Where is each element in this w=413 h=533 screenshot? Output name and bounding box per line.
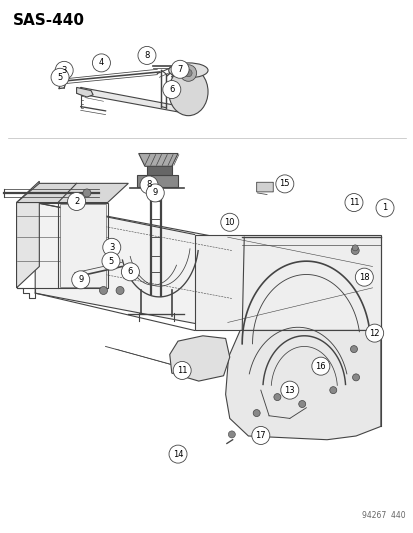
Circle shape <box>365 324 383 342</box>
Text: 94267  440: 94267 440 <box>361 511 405 520</box>
Polygon shape <box>169 336 229 381</box>
Text: 5: 5 <box>108 257 113 265</box>
Polygon shape <box>17 183 128 203</box>
Circle shape <box>83 189 91 197</box>
Polygon shape <box>147 165 171 175</box>
Text: 5: 5 <box>57 73 62 82</box>
Circle shape <box>180 64 196 82</box>
Polygon shape <box>194 235 380 330</box>
Circle shape <box>102 252 120 270</box>
Ellipse shape <box>169 63 207 78</box>
Circle shape <box>352 374 358 381</box>
Text: 3: 3 <box>62 66 66 75</box>
Circle shape <box>67 192 85 211</box>
Circle shape <box>228 431 235 438</box>
Circle shape <box>298 400 305 408</box>
Text: 10: 10 <box>224 218 235 227</box>
Circle shape <box>173 361 191 379</box>
Text: 9: 9 <box>78 276 83 284</box>
Text: 3: 3 <box>109 243 114 252</box>
Polygon shape <box>60 204 105 287</box>
Circle shape <box>280 381 298 399</box>
Circle shape <box>138 46 156 64</box>
Text: 9: 9 <box>152 189 157 197</box>
Circle shape <box>140 176 158 194</box>
Text: 18: 18 <box>358 273 369 281</box>
Circle shape <box>253 409 259 417</box>
Circle shape <box>273 393 280 401</box>
Text: 17: 17 <box>255 431 266 440</box>
Text: 8: 8 <box>146 181 151 189</box>
Circle shape <box>51 68 69 86</box>
Ellipse shape <box>169 68 207 116</box>
Text: 13: 13 <box>284 386 294 394</box>
Circle shape <box>311 357 329 375</box>
Text: SAS-440: SAS-440 <box>12 13 84 28</box>
Circle shape <box>354 268 373 286</box>
Circle shape <box>275 175 293 193</box>
Text: 8: 8 <box>144 51 149 60</box>
Circle shape <box>162 80 180 99</box>
Circle shape <box>351 245 357 251</box>
Circle shape <box>350 345 356 353</box>
Polygon shape <box>35 203 231 330</box>
Text: 6: 6 <box>128 268 133 276</box>
Circle shape <box>116 286 124 295</box>
Circle shape <box>220 213 238 231</box>
Circle shape <box>184 69 192 77</box>
Circle shape <box>99 286 107 295</box>
Text: 7: 7 <box>177 65 182 74</box>
Text: 12: 12 <box>368 329 379 337</box>
Circle shape <box>146 184 164 202</box>
Circle shape <box>375 199 393 217</box>
Text: 2: 2 <box>74 197 79 206</box>
Polygon shape <box>76 87 93 97</box>
Circle shape <box>121 263 139 281</box>
Circle shape <box>171 60 189 78</box>
Text: 4: 4 <box>99 59 104 67</box>
Text: 11: 11 <box>348 198 358 207</box>
Circle shape <box>92 54 110 72</box>
Text: 6: 6 <box>169 85 174 94</box>
Circle shape <box>102 238 121 256</box>
Polygon shape <box>138 154 178 166</box>
Text: 15: 15 <box>279 180 290 188</box>
Circle shape <box>71 271 90 289</box>
FancyBboxPatch shape <box>256 182 273 192</box>
Text: 11: 11 <box>176 366 187 375</box>
Text: 16: 16 <box>315 362 325 370</box>
Circle shape <box>169 445 187 463</box>
Text: 14: 14 <box>172 450 183 458</box>
Polygon shape <box>76 87 182 112</box>
Circle shape <box>251 426 269 445</box>
Polygon shape <box>136 175 178 187</box>
Circle shape <box>344 193 362 212</box>
Circle shape <box>55 61 73 79</box>
Circle shape <box>350 246 358 255</box>
Text: 1: 1 <box>382 204 387 212</box>
Polygon shape <box>225 330 380 440</box>
Circle shape <box>329 386 336 394</box>
Polygon shape <box>17 181 39 288</box>
